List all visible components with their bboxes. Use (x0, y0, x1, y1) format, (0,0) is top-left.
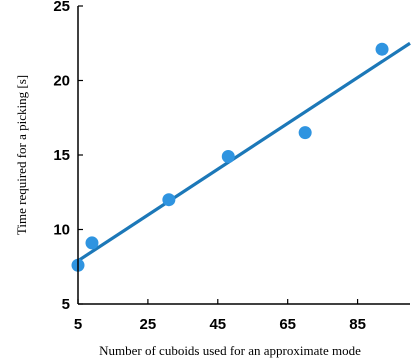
x-tick-label: 65 (279, 316, 296, 333)
data-points (71, 42, 389, 272)
data-point (162, 193, 176, 207)
y-tick-label: 25 (53, 0, 70, 15)
x-tick-label: 85 (349, 316, 366, 333)
trendline (77, 41, 411, 263)
x-tick-label: 45 (209, 316, 226, 333)
x-axis-label: Number of cuboids used for an approximat… (99, 343, 361, 358)
x-tick-label: 5 (74, 316, 82, 333)
y-tick-label: 15 (53, 147, 70, 164)
trendline-group (77, 41, 411, 263)
y-tick-label: 10 (53, 222, 70, 239)
x-tick-label: 25 (140, 316, 157, 333)
y-axis-ticks: 5 10 15 20 25 (53, 0, 83, 313)
y-axis-label: Time required for a picking [s] (14, 75, 29, 235)
data-point (375, 42, 389, 56)
y-tick-label: 5 (62, 296, 70, 313)
data-point (221, 149, 235, 163)
data-point (85, 236, 99, 250)
data-point (298, 126, 312, 140)
plot-frame (77, 6, 410, 305)
y-tick-label: 20 (53, 73, 70, 90)
